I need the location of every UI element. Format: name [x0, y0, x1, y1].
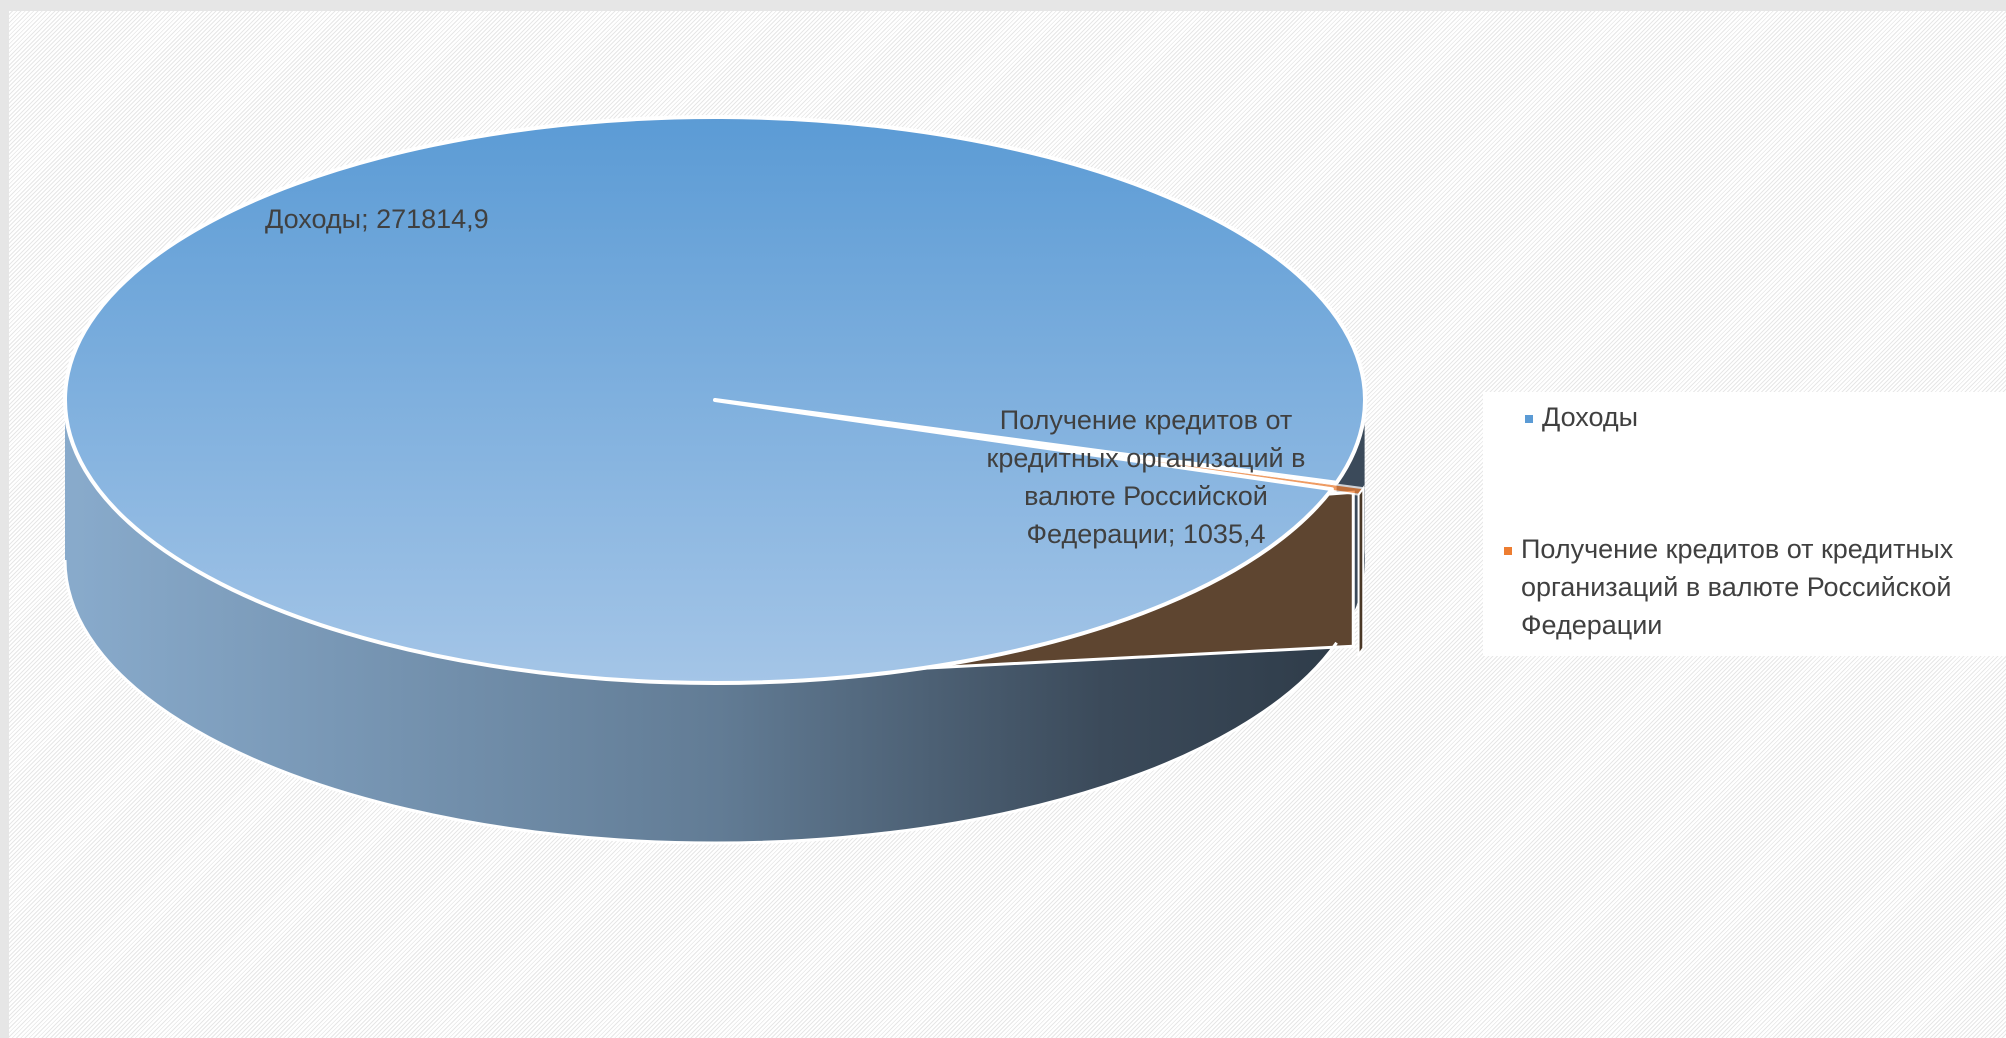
legend-marker-kredity: [1504, 547, 1512, 555]
data-label-kredity-line1: Получение кредитов от: [1000, 405, 1292, 435]
data-labels: Доходы; 271814,9 Получение кредитов от кре…: [265, 204, 1305, 549]
data-label-kredity-line2: кредитных организаций в: [987, 443, 1306, 473]
legend-label-kredity-line2: организаций в валюте Российской: [1521, 572, 1952, 602]
pie-layer: [63, 114, 1368, 845]
pie-side-kredity: [1357, 485, 1365, 658]
legend-marker-dohody: [1525, 415, 1533, 423]
legend-label-kredity-line1: Получение кредитов от кредитных: [1521, 534, 1954, 564]
legend-label-dohody: Доходы: [1542, 402, 1639, 432]
data-label-dohody: Доходы; 271814,9: [265, 204, 489, 234]
data-label-kredity-line4: Федерации; 1035,4: [1027, 519, 1266, 549]
data-label-kredity-line3: валюте Российской: [1024, 481, 1268, 511]
legend: Доходы Получение кредитов от кредитных о…: [1483, 392, 2006, 656]
pie-side-dohody: [65, 400, 1332, 843]
legend-label-kredity-line3: Федерации: [1521, 610, 1663, 640]
pie-bottom-edge: [63, 559, 1338, 845]
pie-slice-dohody: [63, 114, 1368, 685]
